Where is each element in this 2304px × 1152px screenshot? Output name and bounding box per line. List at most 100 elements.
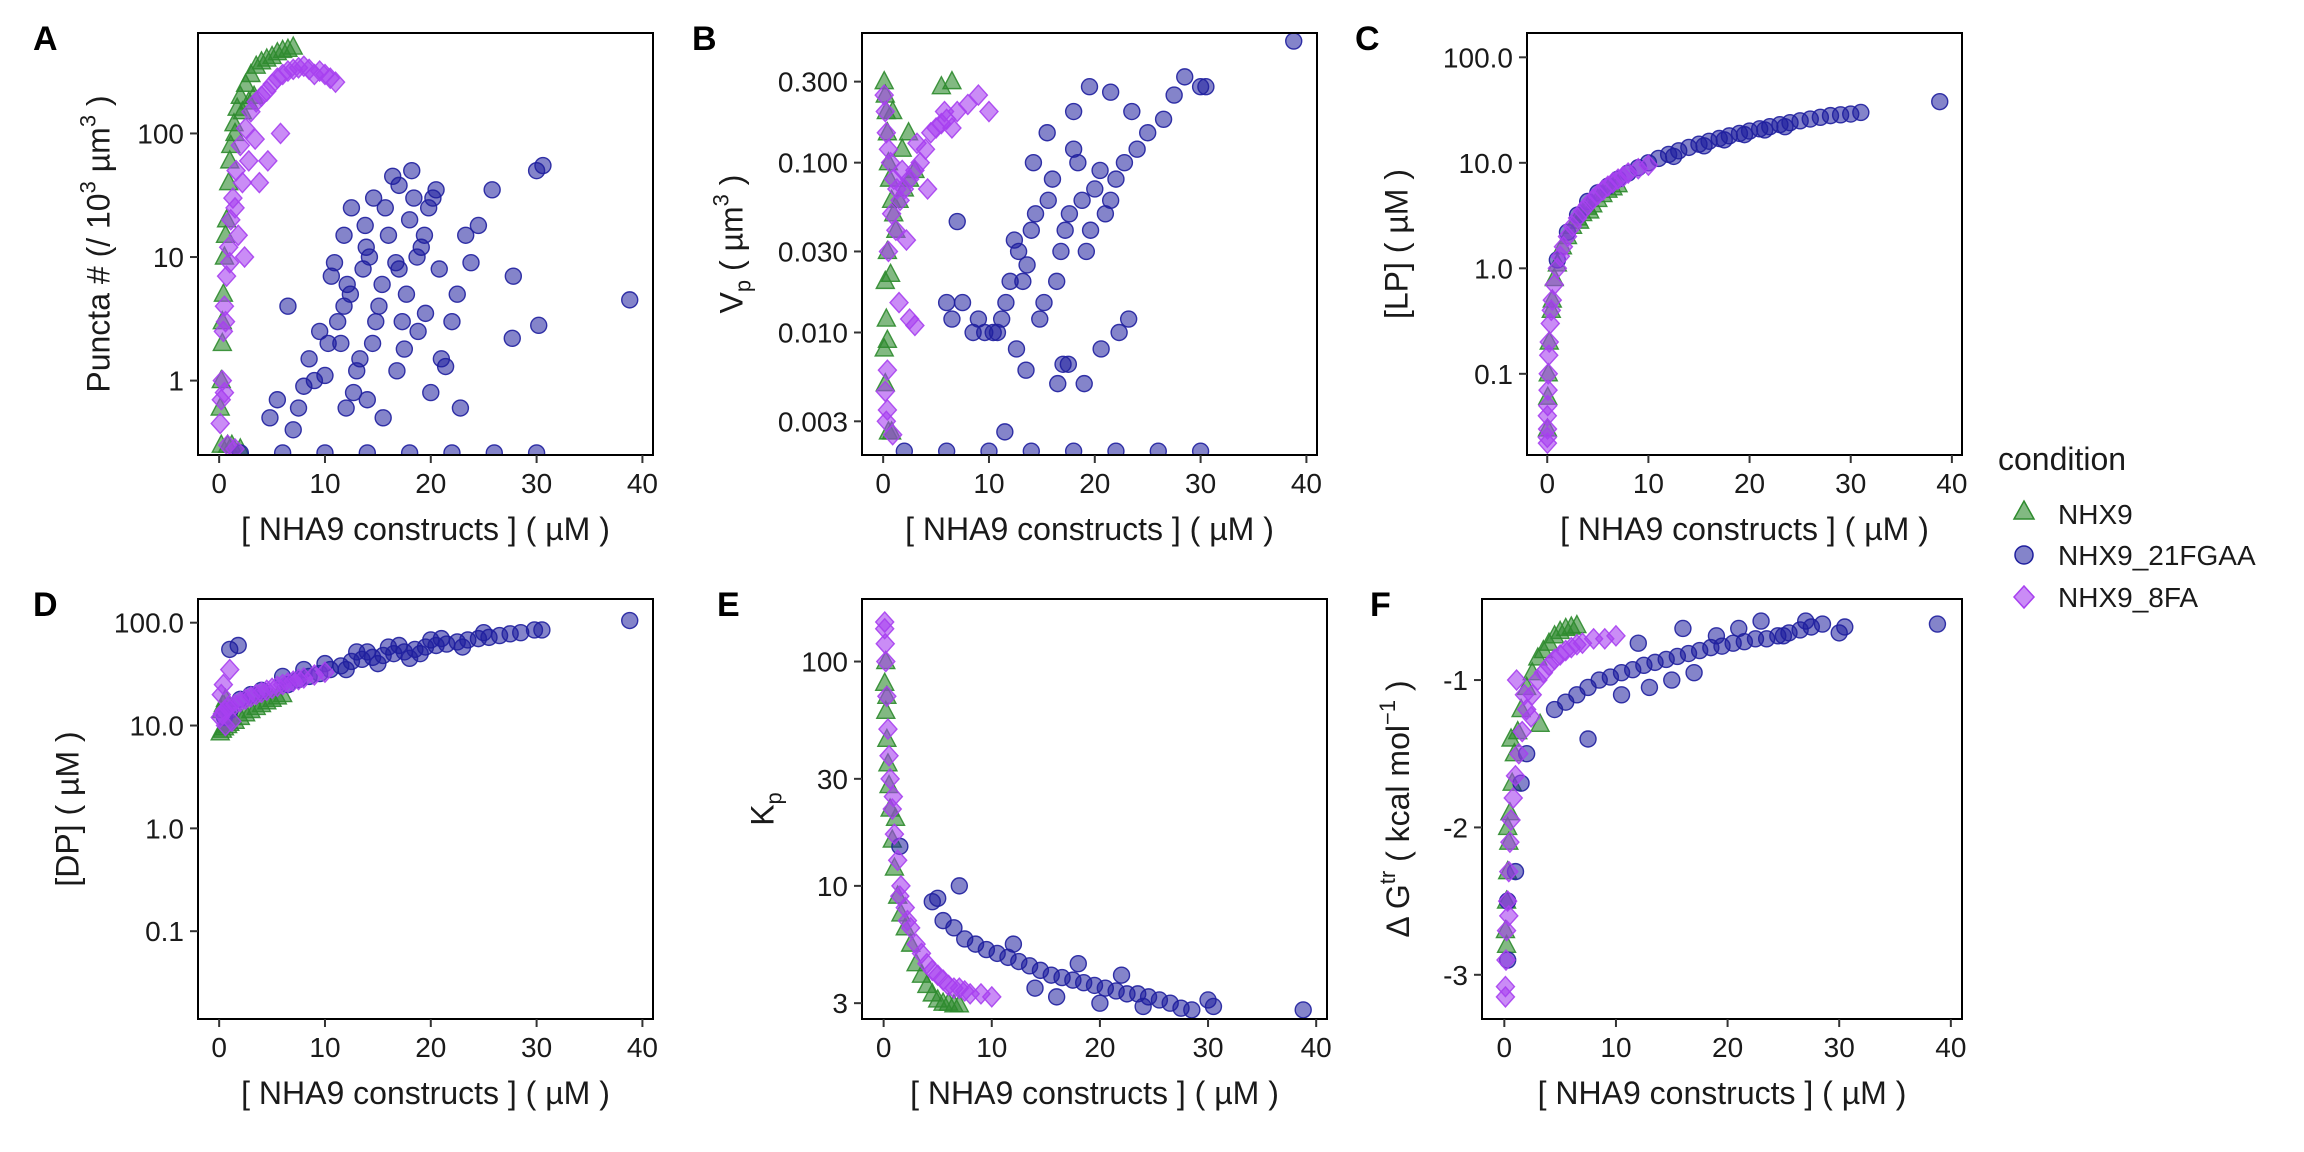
- data-point: [337, 660, 355, 679]
- data-point: [981, 985, 1002, 1008]
- data-point: [1007, 340, 1026, 358]
- data-point: [358, 444, 376, 455]
- data-point: [1091, 161, 1109, 180]
- data-point: [1165, 86, 1183, 104]
- x-tick-label: 0: [1497, 1032, 1513, 1063]
- panel-b: 0 10 20 30 40 0.003 0.010 0.030 0.100 0.300 [ NHA9…: [692, 20, 1322, 547]
- data-point: [1080, 78, 1099, 96]
- data-point: [474, 623, 493, 642]
- data-point: [364, 189, 383, 207]
- x-tick-label: 20: [415, 468, 446, 499]
- data-point: [373, 275, 391, 294]
- series-nhx9-8fa: [1537, 154, 1659, 455]
- legend-item-nhx9-8fa: NHX9_8FA: [2012, 582, 2198, 613]
- y-tick-label: 0.100: [778, 148, 848, 179]
- data-point: [448, 285, 466, 303]
- data-point: [1707, 627, 1726, 645]
- data-point: [357, 238, 375, 256]
- data-point: [1086, 180, 1104, 198]
- data-point: [432, 350, 451, 368]
- data-point: [1537, 426, 1558, 449]
- y-tick-label: 0.010: [778, 318, 848, 349]
- data-point: [896, 229, 917, 252]
- data-point: [462, 253, 480, 272]
- x-tick-label: 30: [521, 468, 552, 499]
- series-nhx9-8fa: [210, 658, 335, 737]
- x-tick-label: 10: [976, 1032, 1007, 1063]
- data-point: [1606, 624, 1626, 647]
- data-point: [283, 35, 304, 55]
- data-point: [422, 631, 440, 649]
- data-point: [273, 444, 292, 455]
- data-point: [1119, 310, 1138, 328]
- data-point: [1022, 221, 1041, 239]
- data-point: [878, 718, 898, 741]
- panel-f: 0 10 20 30 40 -3 -2 -1 [ NHA9 constructs ] ( µM …: [1370, 586, 1966, 1111]
- data-point: [1024, 153, 1043, 172]
- x-axis-title: [ NHA9 constructs ] ( µM ): [910, 1075, 1279, 1111]
- data-point: [875, 650, 896, 673]
- legend-symbol-diamond: [2012, 584, 2036, 610]
- data-point: [1077, 242, 1096, 261]
- data-point: [882, 798, 903, 821]
- data-point: [212, 331, 233, 352]
- data-point: [405, 189, 423, 207]
- y-tick-label: 0.003: [778, 406, 848, 437]
- data-point: [997, 293, 1015, 312]
- data-point: [953, 293, 972, 312]
- data-points: [210, 35, 639, 455]
- legend-item-nhx9-21fgaa: NHX9_21FGAA: [2014, 540, 2256, 571]
- data-point: [370, 297, 388, 315]
- data-point: [1496, 949, 1516, 972]
- data-point: [956, 930, 974, 948]
- data-point: [316, 444, 334, 455]
- data-point: [1797, 612, 1815, 630]
- data-point: [621, 291, 639, 309]
- data-point: [230, 134, 251, 157]
- series-nhx9-8fa: [210, 55, 346, 455]
- data-point: [1035, 293, 1053, 312]
- data-point: [1043, 170, 1062, 188]
- data-point: [1542, 289, 1563, 312]
- legend-symbol-triangle: [2012, 499, 2036, 520]
- data-point: [409, 322, 427, 341]
- data-point: [430, 260, 448, 278]
- data-point: [400, 444, 419, 455]
- panel-e: 0 10 20 30 40 3 10 30 100 [ NHA9 constructs ] ( µ…: [717, 586, 1332, 1111]
- x-tick-label: 10: [1600, 1032, 1631, 1063]
- data-point: [1537, 404, 1558, 427]
- legend-item-nhx9: NHX9: [2012, 499, 2133, 530]
- data-point: [483, 181, 501, 199]
- data-point: [1539, 331, 1560, 354]
- data-point: [941, 70, 963, 90]
- x-tick-label: 20: [415, 1032, 446, 1063]
- data-point: [1001, 272, 1019, 291]
- data-point: [358, 643, 377, 661]
- panel-letter: F: [1370, 586, 1391, 624]
- data-point: [451, 399, 470, 417]
- x-axis-title: [ NHA9 constructs ] ( µM ): [241, 511, 610, 547]
- legend-label: NHX9_21FGAA: [2058, 540, 2256, 571]
- data-point: [880, 262, 901, 283]
- data-point: [1294, 1001, 1312, 1019]
- data-points: [210, 611, 639, 741]
- x-axis-title: [ NHA9 constructs ] ( µM ): [241, 1075, 610, 1111]
- data-point: [388, 362, 406, 380]
- data-point: [393, 312, 411, 331]
- data-point: [279, 297, 297, 315]
- data-point: [1538, 379, 1558, 402]
- data-point: [1128, 140, 1146, 158]
- y-tick-label: -1: [1443, 665, 1468, 696]
- data-point: [1047, 988, 1066, 1006]
- data-point: [210, 412, 231, 435]
- plot-frame: [861, 598, 1328, 1020]
- data-point: [270, 122, 291, 145]
- panel-letter: A: [33, 20, 58, 58]
- data-point: [416, 304, 435, 323]
- y-tick-label: 0.300: [778, 67, 848, 98]
- data-point: [883, 785, 904, 808]
- data-point: [219, 658, 240, 681]
- data-point: [1629, 634, 1647, 652]
- data-point: [897, 909, 918, 932]
- data-point: [328, 312, 347, 331]
